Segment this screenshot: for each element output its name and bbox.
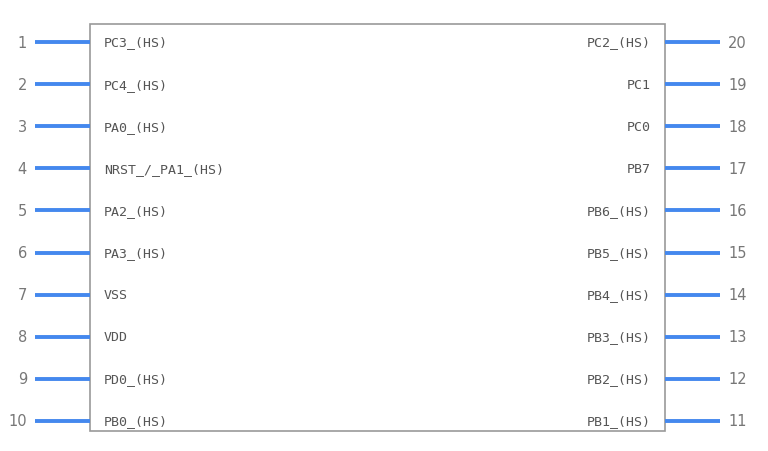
Text: PB2_(HS): PB2_(HS)	[587, 373, 651, 386]
Text: 1: 1	[18, 36, 27, 51]
Text: PB0_(HS): PB0_(HS)	[104, 414, 168, 428]
Text: 17: 17	[728, 161, 746, 176]
Text: 20: 20	[728, 36, 746, 51]
Text: 9: 9	[18, 372, 27, 387]
Text: PC1: PC1	[627, 78, 651, 92]
Text: PB6_(HS): PB6_(HS)	[587, 204, 651, 217]
Text: 10: 10	[8, 414, 27, 428]
Text: 19: 19	[728, 78, 746, 92]
Text: PC0: PC0	[627, 120, 651, 133]
Text: PC3_(HS): PC3_(HS)	[104, 37, 168, 50]
Text: PC2_(HS): PC2_(HS)	[587, 37, 651, 50]
Text: PD0_(HS): PD0_(HS)	[104, 373, 168, 386]
Text: 7: 7	[18, 288, 27, 303]
Text: 8: 8	[18, 330, 27, 345]
Bar	[90, 25, 665, 431]
Text: PB7: PB7	[627, 162, 651, 175]
Text: PB1_(HS): PB1_(HS)	[587, 414, 651, 428]
Text: PC4_(HS): PC4_(HS)	[104, 78, 168, 92]
Text: 14: 14	[728, 288, 746, 303]
Text: 4: 4	[18, 161, 27, 176]
Text: 11: 11	[728, 414, 746, 428]
Text: 13: 13	[728, 330, 746, 345]
Text: 18: 18	[728, 120, 746, 134]
Text: NRST_/_PA1_(HS): NRST_/_PA1_(HS)	[104, 162, 224, 175]
Text: 3: 3	[18, 120, 27, 134]
Text: PB3_(HS): PB3_(HS)	[587, 331, 651, 344]
Text: PA2_(HS): PA2_(HS)	[104, 204, 168, 217]
Text: 6: 6	[18, 245, 27, 261]
Text: PA0_(HS): PA0_(HS)	[104, 120, 168, 133]
Text: 15: 15	[728, 245, 746, 261]
Text: PB4_(HS): PB4_(HS)	[587, 289, 651, 302]
Text: 12: 12	[728, 372, 746, 387]
Text: PA3_(HS): PA3_(HS)	[104, 247, 168, 259]
Text: 5: 5	[18, 203, 27, 218]
Text: VDD: VDD	[104, 331, 128, 344]
Text: 16: 16	[728, 203, 746, 218]
Text: PB5_(HS): PB5_(HS)	[587, 247, 651, 259]
Text: 2: 2	[18, 78, 27, 92]
Text: VSS: VSS	[104, 289, 128, 302]
